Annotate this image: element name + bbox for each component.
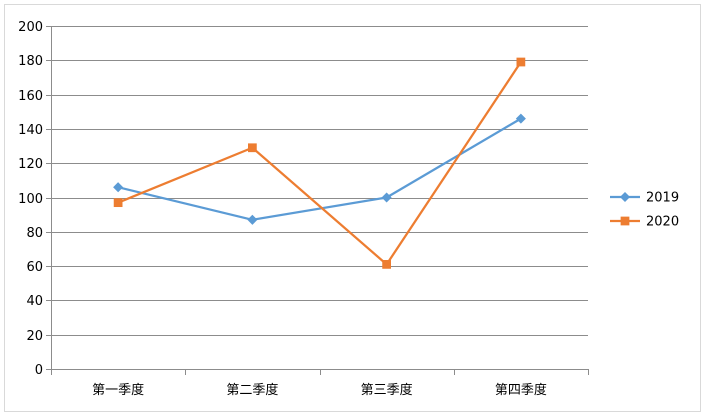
y-tick-label: 0: [35, 363, 43, 378]
series: [113, 57, 526, 269]
y-tick-label: 80: [26, 226, 43, 241]
data-point-diamond: [381, 192, 392, 203]
y-axis-tick-labels: 0 20 40 60 80 100 120 140 160 180 200: [18, 20, 43, 378]
legend-entry: 2019: [610, 191, 679, 206]
y-tick-label: 100: [18, 192, 43, 207]
legend-label: 2020: [646, 215, 679, 230]
legend-marker-square: [620, 216, 630, 226]
series-line: [117, 61, 522, 266]
legend-label: 2019: [646, 191, 679, 206]
series-line: [117, 117, 522, 221]
y-tick-label: 120: [18, 157, 43, 172]
y-tick-label: 60: [26, 260, 43, 275]
y-tick-label: 180: [18, 54, 43, 69]
data-point-diamond: [113, 182, 124, 193]
series-2019: [113, 113, 526, 225]
data-point-square: [113, 198, 123, 208]
y-tick-label: 40: [26, 294, 43, 309]
x-tick-label: 第三季度: [361, 382, 413, 398]
data-point-diamond: [515, 113, 526, 124]
x-tick-label: 第二季度: [226, 382, 278, 398]
legend: 2019 2020: [610, 191, 679, 230]
data-point-square: [382, 260, 391, 269]
axes: [46, 26, 589, 375]
x-tick-label: 第四季度: [495, 382, 547, 398]
data-point-square: [248, 143, 257, 153]
y-tick-label: 20: [26, 329, 43, 344]
legend-marker-diamond: [619, 191, 631, 203]
data-point-diamond: [247, 214, 258, 225]
legend-entry: 2020: [610, 215, 679, 230]
x-axis-tick-labels: 第一季度 第二季度 第三季度 第四季度: [92, 382, 547, 398]
x-tick-label: 第一季度: [92, 382, 144, 398]
y-tick-label: 140: [18, 123, 43, 138]
y-tick-label: 200: [18, 20, 43, 35]
gridlines: [51, 26, 588, 336]
series-2020: [113, 57, 526, 269]
y-tick-label: 160: [18, 89, 43, 104]
data-point-square: [516, 57, 526, 67]
chart-frame: [4, 4, 701, 412]
